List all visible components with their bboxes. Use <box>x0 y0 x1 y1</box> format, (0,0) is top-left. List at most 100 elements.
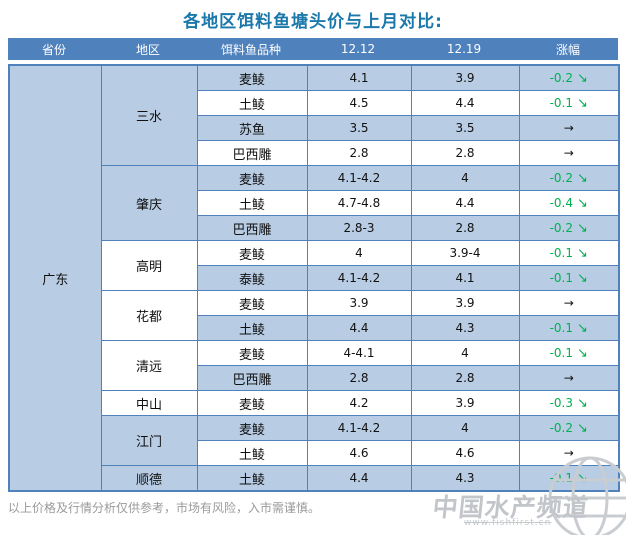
price-1212-cell: 2.8 <box>306 140 412 166</box>
species-cell: 麦鲮 <box>196 390 308 416</box>
table-row: 中山 麦鲮 4.2 3.9 -0.3 ↘ <box>9 390 620 416</box>
price-1219-cell: 4 <box>410 165 520 191</box>
price-1219-cell: 3.9 <box>410 390 520 416</box>
down-arrow-icon: ↘ <box>577 245 588 261</box>
species-cell: 麦鲮 <box>196 415 308 441</box>
province-cell: 广东 <box>8 64 102 492</box>
change-value: -0.3 <box>549 395 573 410</box>
region-cell: 顺德 <box>100 465 198 492</box>
price-1212-cell: 4-4.1 <box>306 340 412 366</box>
price-1212-cell: 4.1 <box>306 64 412 91</box>
region-cell: 花都 <box>100 290 198 341</box>
price-1212-cell: 4.1-4.2 <box>306 165 412 191</box>
change-cell: → <box>518 115 620 141</box>
down-arrow-icon: ↘ <box>577 395 588 411</box>
price-1212-cell: 2.8-3 <box>306 215 412 241</box>
down-arrow-icon: ↘ <box>577 320 588 336</box>
change-cell: → <box>518 440 620 466</box>
flat-arrow-icon: → <box>563 146 574 160</box>
table-row: 巴西雕 2.8 2.8 → <box>9 365 620 391</box>
price-1212-cell: 4.7-4.8 <box>306 190 412 216</box>
table-row: 广东 三水 麦鲮 4.1 3.9 -0.2 ↘ <box>8 64 620 492</box>
price-1212-cell: 4.5 <box>306 90 412 116</box>
change-cell: -0.1 ↘ <box>518 340 620 366</box>
flat-arrow-icon: → <box>563 446 574 460</box>
price-1212-cell: 2.8 <box>306 365 412 391</box>
species-cell: 土鲮 <box>196 90 308 116</box>
price-1219-cell: 2.8 <box>410 365 520 391</box>
price-1219-cell: 4 <box>410 415 520 441</box>
region-cell: 江门 <box>100 415 198 466</box>
change-cell: -0.1 ↘ <box>518 315 620 341</box>
change-cell: -0.3 ↘ <box>518 390 620 416</box>
table-wrap: 广东 三水 麦鲮 4.1 3.9 -0.2 ↘ 土鲮 4.5 4.4 -0.1 ↘ 苏鱼 3.5 3.5 → 巴… <box>8 64 620 492</box>
column-header-2: 饵料鱼品种 <box>220 42 281 57</box>
change-cell: -0.1 ↘ <box>518 240 620 266</box>
species-cell: 土鲮 <box>196 315 308 341</box>
change-cell: -0.4 ↘ <box>518 190 620 216</box>
price-1212-cell: 4.2 <box>306 390 412 416</box>
table-row: 高明 麦鲮 4 3.9-4 -0.1 ↘ <box>9 240 620 291</box>
disclaimer-text: 以上价格及行情分析仅供参考，市场有风险，入市需谨慎。 <box>8 501 321 515</box>
region-cell: 中山 <box>100 390 198 416</box>
change-value: -0.1 <box>549 245 573 260</box>
change-value: -0.4 <box>549 195 573 210</box>
down-arrow-icon: ↘ <box>577 70 588 86</box>
price-1219-cell: 3.9-4 <box>410 240 520 266</box>
change-value: -0.1 <box>549 270 573 285</box>
price-1212-cell: 4.4 <box>306 465 412 492</box>
table-row: 顺德 土鲮 4.4 4.3 -0.1 ↘ <box>9 465 620 492</box>
price-table-body: 广东 三水 麦鲮 4.1 3.9 -0.2 ↘ 土鲮 4.5 4.4 -0.1 ↘ 苏鱼 3.5 3.5 → 巴… <box>8 64 620 492</box>
change-cell: -0.1 ↘ <box>518 465 620 492</box>
column-header-4: 12.19 <box>446 42 482 56</box>
change-value: -0.1 <box>549 95 573 110</box>
change-value: -0.2 <box>549 420 573 435</box>
price-1219-cell: 3.5 <box>410 115 520 141</box>
watermark-url: www.fishfirst.cn <box>464 518 552 528</box>
price-1219-cell: 4.6 <box>410 440 520 466</box>
change-value: -0.2 <box>549 70 573 85</box>
flat-arrow-icon: → <box>563 121 574 135</box>
price-1219-cell: 4.4 <box>410 190 520 216</box>
species-cell: 苏鱼 <box>196 115 308 141</box>
species-cell: 麦鲮 <box>196 64 308 91</box>
table-row: 肇庆 麦鲮 4.1-4.2 4 -0.2 ↘ <box>9 165 620 241</box>
table-row: 土鲮 4.5 4.4 -0.1 ↘ <box>9 90 620 116</box>
watermark-title: 中国水产频道 <box>431 493 591 522</box>
species-cell: 麦鲮 <box>196 290 308 316</box>
price-1219-cell: 2.8 <box>410 215 520 241</box>
price-1219-cell: 3.9 <box>410 290 520 316</box>
price-1212-cell: 4.1-4.2 <box>306 415 412 441</box>
price-1212-cell: 3.9 <box>306 290 412 316</box>
region-cell: 清远 <box>100 340 198 391</box>
price-1212-cell: 4.4 <box>306 315 412 341</box>
price-table: 广东 三水 麦鲮 4.1 3.9 -0.2 ↘ 土鲮 4.5 4.4 -0.1 ↘ 苏鱼 3.5 3.5 → 巴… <box>8 64 620 492</box>
change-cell: → <box>518 365 620 391</box>
column-header-5: 涨幅 <box>555 42 580 57</box>
price-1212-cell: 3.5 <box>306 115 412 141</box>
table-header-row: 省份 地区 饵料鱼品种 12.12 12.19 涨幅 <box>8 38 618 60</box>
flat-arrow-icon: → <box>563 296 574 310</box>
down-arrow-icon: ↘ <box>577 170 588 186</box>
species-cell: 土鲮 <box>196 190 308 216</box>
change-value: -0.1 <box>549 320 573 335</box>
column-header-1: 地区 <box>135 42 160 57</box>
change-value: -0.2 <box>549 170 573 185</box>
price-1219-cell: 4.4 <box>410 90 520 116</box>
price-1219-cell: 3.9 <box>410 64 520 91</box>
flat-arrow-icon: → <box>563 371 574 385</box>
change-value: -0.1 <box>549 470 573 485</box>
change-cell: -0.2 ↘ <box>518 415 620 441</box>
change-cell: → <box>518 290 620 316</box>
down-arrow-icon: ↘ <box>577 95 588 111</box>
change-cell: → <box>518 140 620 166</box>
change-cell: -0.2 ↘ <box>518 64 620 91</box>
price-1219-cell: 4.1 <box>410 265 520 291</box>
species-cell: 麦鲮 <box>196 340 308 366</box>
species-cell: 麦鲮 <box>196 165 308 191</box>
change-cell: -0.2 ↘ <box>518 215 620 241</box>
price-1219-cell: 2.8 <box>410 140 520 166</box>
price-1212-cell: 4 <box>306 240 412 266</box>
page-title: 各地区饵料鱼塘头价与上月对比: <box>183 12 443 32</box>
